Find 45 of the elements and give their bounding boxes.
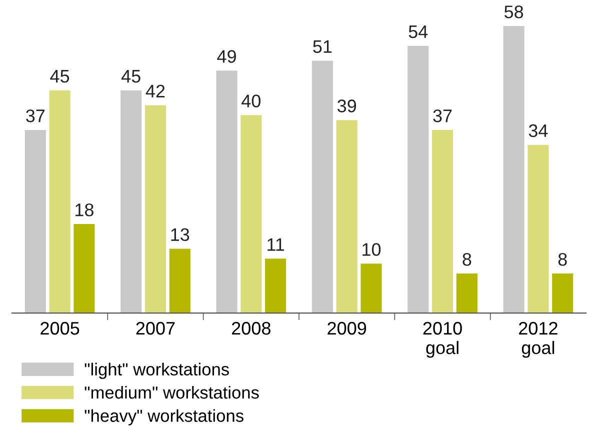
bar (144, 105, 166, 314)
x-tick-label: 2005 (40, 322, 80, 335)
bar (169, 248, 190, 314)
bar (336, 120, 358, 314)
data-label: 40 (242, 94, 260, 108)
data-label: 8 (462, 252, 472, 266)
bar (432, 130, 454, 314)
bar (240, 115, 262, 314)
bar (49, 90, 70, 314)
data-label: 45 (121, 70, 140, 83)
data-label: 13 (171, 228, 190, 242)
data-label: 37 (26, 109, 45, 122)
bar (503, 26, 524, 314)
legend-label: "light" workstations (84, 362, 229, 379)
data-label: 54 (408, 26, 428, 38)
bar (408, 46, 429, 314)
legend-label: "medium" workstations (84, 386, 259, 399)
x-tick-label: 2009 (328, 322, 366, 335)
data-label: 10 (362, 243, 381, 256)
data-label: 51 (313, 40, 332, 53)
legend-label: "heavy" workstations (84, 409, 244, 426)
bar (528, 144, 549, 314)
bar (456, 274, 478, 314)
data-label: 34 (528, 124, 548, 138)
bar (120, 90, 142, 314)
data-label: 11 (268, 238, 284, 251)
data-label: 39 (337, 100, 356, 112)
data-label: 49 (217, 50, 236, 63)
data-label: 42 (146, 84, 165, 98)
data-label: 45 (50, 70, 70, 83)
data-label: 37 (433, 109, 452, 122)
bar (74, 224, 95, 314)
bar (360, 264, 382, 314)
x-tick-label: 2007 (136, 322, 175, 335)
bar (216, 70, 238, 314)
data-label: 8 (558, 252, 567, 266)
data-label: 18 (76, 204, 94, 216)
bar (265, 258, 286, 314)
data-label: 58 (504, 6, 524, 18)
x-tick-label: 2012 goal (519, 322, 558, 358)
bar (552, 274, 574, 314)
x-tick-label: 2010 goal (423, 322, 462, 358)
bar (312, 60, 333, 314)
bar (24, 130, 46, 314)
x-tick-label: 2008 (232, 322, 270, 335)
